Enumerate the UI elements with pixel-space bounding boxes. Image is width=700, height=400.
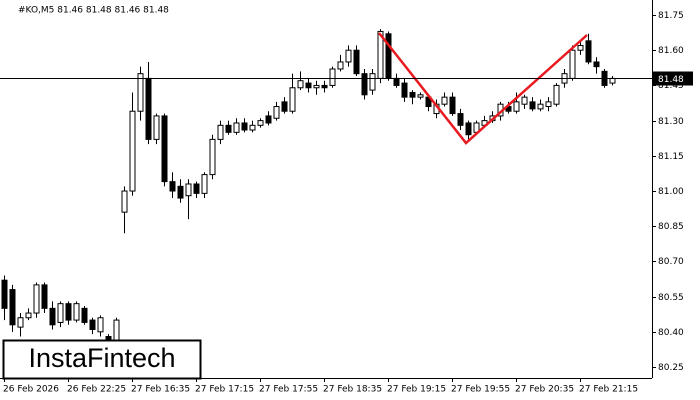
candle-body [393,77,400,86]
candle-body [201,174,208,194]
candle-body [353,49,360,75]
candle-body [129,110,136,192]
candle-body [217,124,224,140]
candle-body [177,185,184,199]
candle-body [577,45,584,51]
candle-body [241,122,248,131]
y-tick-label: 80.70 [658,257,684,267]
last-price-box [653,71,693,86]
brand-logo: InstaFintech [28,343,175,373]
candle-body [297,80,304,89]
y-tick-label: 81.30 [658,117,684,127]
candle-body [321,84,328,89]
x-tick-label: 27 Feb 19:55 [451,385,510,395]
candle-body [329,68,336,86]
candle-body [545,101,552,108]
candle-body [281,101,288,112]
candle-body [369,73,376,91]
double-top-pattern [378,32,588,145]
candle-body [137,73,144,112]
x-tick-label: 27 Feb 17:55 [259,385,318,395]
y-tick-label: 81.75 [658,11,684,21]
candle-body [449,96,456,115]
x-tick-label: 27 Feb 16:35 [131,385,190,395]
brand-box [2,339,202,380]
candle-body [513,101,520,112]
candle-body [145,77,152,140]
candle-body [65,303,72,321]
candle-body [57,303,64,323]
y-tick-label: 80.25 [658,363,684,373]
x-tick-label: 26 Feb 2026 [3,385,59,395]
y-tick-label: 80.55 [658,293,684,303]
y-tick-label: 80.40 [658,328,684,338]
candle-body [585,40,592,63]
candle-body [593,61,600,68]
x-tick-label: 27 Feb 17:15 [195,385,254,395]
candle-body [529,101,536,110]
x-tick-label: 27 Feb 21:15 [579,385,638,395]
y-tick-label: 81.60 [658,46,684,56]
candle-body [73,303,80,321]
candle-body [289,87,296,112]
candle-body [49,307,56,326]
candle-body [193,183,200,194]
candle-body [465,122,472,136]
candle-body [41,284,48,309]
x-tick-label: 27 Feb 19:15 [387,385,446,395]
candle-body [153,115,160,140]
candle-body [345,49,352,63]
y-tick-label: 81.45 [658,81,684,91]
candle-body [385,33,392,79]
candle-body [121,190,128,213]
candle-body [17,317,24,328]
candle-body [233,122,240,133]
candle-body [209,138,216,176]
candle-body [553,84,560,105]
candle-body [361,73,368,96]
candle-body [457,113,464,126]
x-tick-label: 26 Feb 22:25 [67,385,126,395]
candle-body [257,120,264,126]
x-tick-label: 27 Feb 18:35 [323,385,382,395]
candle-body [97,317,104,333]
last-price-label: 81.48 [658,75,684,85]
candle-body [1,279,8,309]
y-tick-label: 80.85 [658,222,684,232]
candle-body [609,77,616,84]
candle-body [537,103,544,110]
candle-body [409,91,416,98]
candle-body [313,84,320,89]
candle-body [9,289,16,326]
candle-body [89,319,96,330]
candle-body [161,115,168,183]
x-tick-label: 27 Feb 20:35 [515,385,574,395]
candle-body [305,82,312,89]
candle-body [249,124,256,131]
candle-body [441,96,448,105]
candle-body [521,96,528,105]
candle-body [169,181,176,192]
y-tick-label: 81.15 [658,152,684,162]
candle-body [113,319,120,342]
candle-body [33,284,40,314]
candle-body [569,49,576,79]
candle-body [401,82,408,98]
candle-body [225,124,232,133]
candle-body [185,183,192,197]
y-tick-label: 81.00 [658,187,684,197]
candle-body [417,94,424,98]
candle-body [265,115,272,124]
candle-body [273,106,280,119]
candle-body [81,307,88,323]
chart-title: #KO,M5 81.46 81.48 81.46 81.48 [18,6,169,16]
candle-body [25,312,32,319]
candle-body [337,61,344,70]
